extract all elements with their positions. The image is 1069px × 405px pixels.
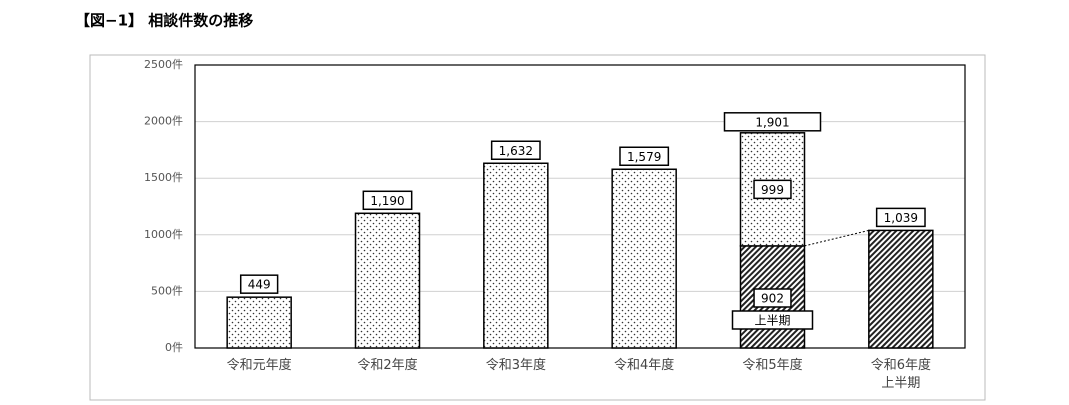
bar [868,229,934,349]
value-label: 1,190 [370,194,404,208]
value-label: 449 [248,278,271,292]
value-label-box [875,207,926,228]
total-label-box [723,112,822,132]
y-tick-label: 2000件 [144,115,183,128]
x-tick-label: 令和3年度 [486,357,546,373]
chart-title: 【図−1】 相談件数の推移 [75,12,253,30]
value-label-box [362,190,413,211]
value-label: 1,632 [499,144,533,158]
value-label-box [490,140,541,161]
connector [804,229,869,247]
x-tick-label: 令和2年度 [357,357,417,373]
x-tick-label: 令和6年度上半期 [871,357,931,391]
chart-frame [89,54,986,401]
y-tick-label: 0件 [165,341,183,354]
bar [354,212,421,349]
value-label: 902 [761,292,784,306]
y-tick-label: 2500件 [144,58,183,71]
x-tick-label: 令和5年度 [742,357,802,373]
value-label: 999 [761,183,784,197]
value-label-box [239,274,279,294]
legend-label-box [731,310,814,330]
bar [611,168,677,349]
value-label-box [753,179,792,200]
x-tick-label: 令和元年度 [227,357,292,373]
value-label: 1,579 [627,150,661,164]
y-tick-label: 1000件 [144,228,183,241]
bar [226,296,292,349]
x-tick-label: 令和4年度 [614,357,674,373]
y-tick-label: 500件 [151,284,183,297]
plot-area [194,64,966,349]
bar [483,162,549,349]
value-label: 1,039 [884,211,918,225]
value-label-box [753,288,792,308]
value-label-box [619,146,670,167]
legend-label: 上半期 [754,314,790,328]
total-label: 1,901 [755,115,789,129]
y-tick-label: 1500件 [144,171,183,184]
